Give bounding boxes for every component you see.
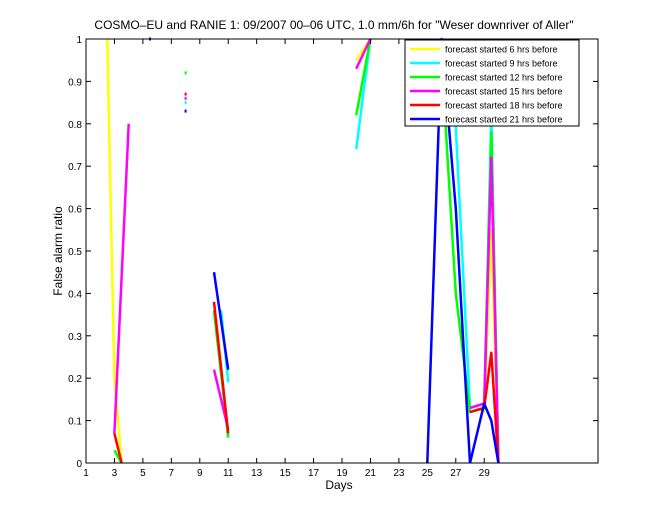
series-line xyxy=(469,351,500,464)
x-tick-label: 21 xyxy=(365,468,377,479)
y-tick-label: 0.8 xyxy=(68,120,82,131)
x-tick-label: 15 xyxy=(280,468,292,479)
x-tick-label: 13 xyxy=(251,468,263,479)
series-line xyxy=(469,156,500,464)
legend-item: forecast started 21 hrs before xyxy=(410,115,563,125)
y-tick-label: 1 xyxy=(76,35,82,46)
legend-item: forecast started 12 hrs before xyxy=(410,73,563,83)
legend-label: forecast started 21 hrs before xyxy=(445,115,563,125)
series-point xyxy=(184,101,187,105)
x-tick-label: 3 xyxy=(112,468,118,479)
legend: forecast started 6 hrs before forecast st… xyxy=(404,39,580,127)
legend-label: forecast started 18 hrs before xyxy=(445,101,563,111)
series-5 xyxy=(113,92,500,464)
x-tick-label: 9 xyxy=(197,468,203,479)
series-point xyxy=(184,92,187,96)
series-line xyxy=(106,38,123,464)
series-line xyxy=(212,272,230,370)
x-axis: 1 3 5 7 9 11 13 15 17 19 21 23 25 27 29 xyxy=(83,39,490,479)
x-tick-label: 29 xyxy=(479,468,491,479)
x-tick-label: 5 xyxy=(140,468,146,479)
series-point xyxy=(184,71,187,75)
x-tick-label: 19 xyxy=(336,468,348,479)
x-tick-label: 27 xyxy=(450,468,462,479)
y-tick-label: 0.7 xyxy=(68,162,82,173)
series-line xyxy=(212,301,230,434)
series-point xyxy=(184,96,187,100)
legend-label: forecast started 15 hrs before xyxy=(445,87,563,97)
series-line xyxy=(354,38,372,116)
y-tick-label: 0.3 xyxy=(68,332,82,343)
legend-item: forecast started 15 hrs before xyxy=(410,87,563,97)
series-line xyxy=(113,433,123,464)
y-axis: 0 0.1 0.2 0.3 0.4 0.5 0.6 0.7 0.8 0.9 1 xyxy=(68,35,598,470)
y-tick-label: 0.4 xyxy=(68,289,82,300)
legend-label: forecast started 12 hrs before xyxy=(445,73,563,83)
y-tick-label: 0.6 xyxy=(68,205,82,216)
legend-box xyxy=(404,39,580,127)
x-tick-label: 23 xyxy=(393,468,405,479)
series-line xyxy=(468,402,500,464)
legend-item: forecast started 9 hrs before xyxy=(410,59,558,69)
x-tick-label: 11 xyxy=(223,468,234,479)
y-tick-label: 0.5 xyxy=(68,247,82,258)
y-tick-label: 0.1 xyxy=(68,417,82,428)
series-point xyxy=(184,109,187,113)
x-axis-label: Days xyxy=(325,478,352,492)
y-axis-label: False alarm ratio xyxy=(51,206,65,296)
series-line xyxy=(355,38,372,70)
x-tick-label: 17 xyxy=(308,468,320,479)
legend-item: forecast started 6 hrs before xyxy=(410,45,558,55)
y-tick-label: 0 xyxy=(76,459,82,470)
legend-label: forecast started 6 hrs before xyxy=(445,45,558,55)
legend-label: forecast started 9 hrs before xyxy=(445,59,558,69)
chart-title: COSMO–EU and RANIE 1: 09/2007 00–06 UTC,… xyxy=(94,18,573,32)
x-tick-label: 25 xyxy=(422,468,434,479)
legend-item: forecast started 18 hrs before xyxy=(410,101,563,111)
y-tick-label: 0.9 xyxy=(68,77,82,88)
x-tick-label: 1 xyxy=(83,468,89,479)
y-tick-label: 0.2 xyxy=(68,374,82,385)
series-line xyxy=(113,123,130,434)
x-tick-label: 7 xyxy=(169,468,175,479)
